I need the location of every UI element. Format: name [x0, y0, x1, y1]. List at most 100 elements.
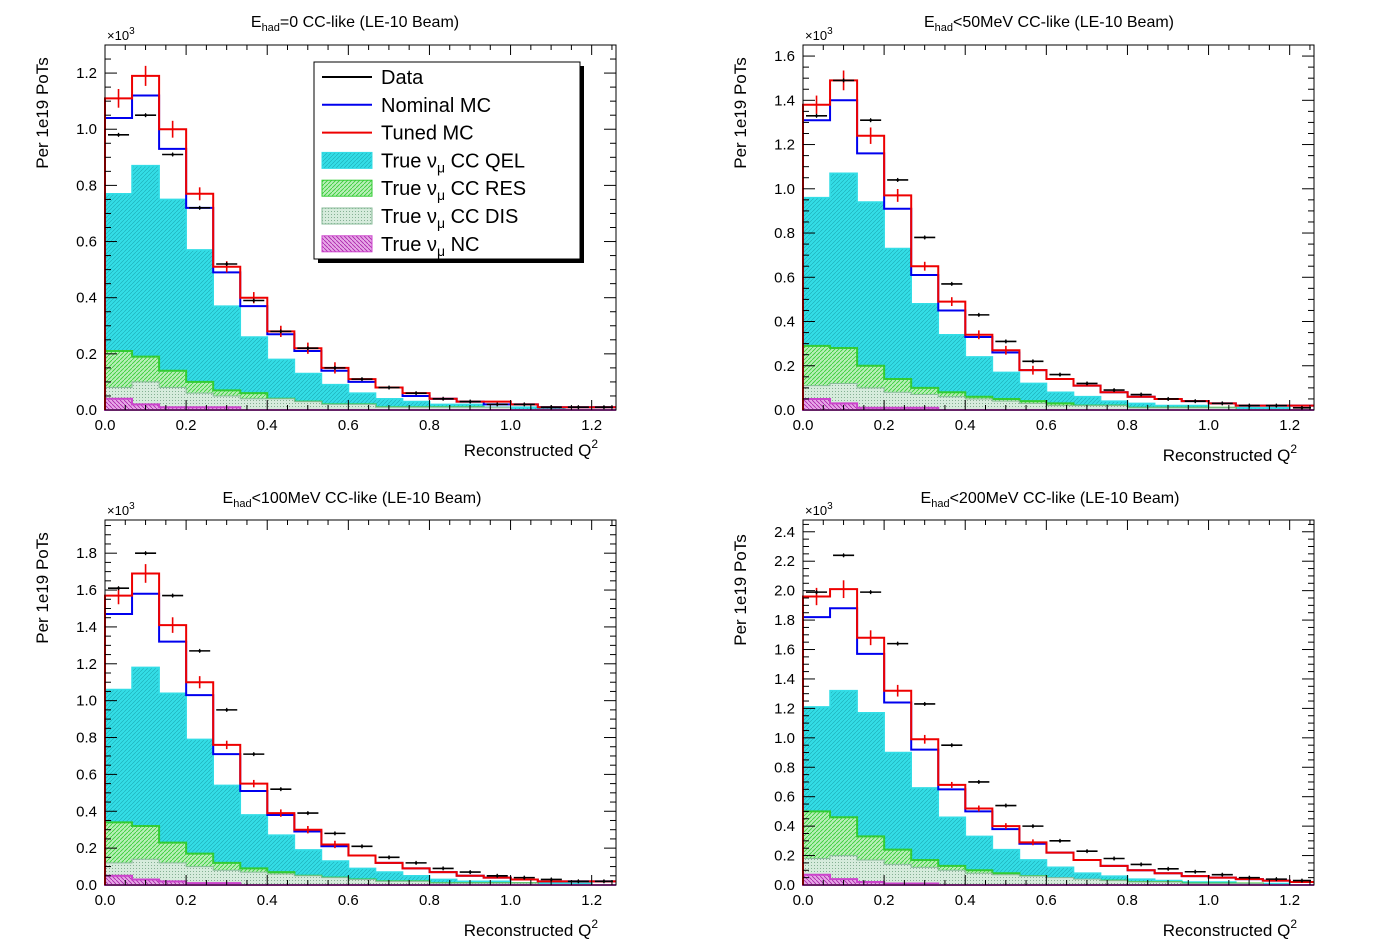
x-axis-label: Reconstructed Q2 — [1163, 917, 1298, 940]
y-tick-label: 1.8 — [76, 545, 97, 562]
data-point — [216, 262, 238, 266]
data-point — [108, 586, 130, 591]
x-tick-label: 0.0 — [793, 417, 814, 434]
data-point — [860, 118, 882, 123]
legend-swatch — [321, 207, 373, 225]
x-tick-label: 1.0 — [500, 417, 521, 434]
data-point — [1292, 878, 1311, 883]
x-tick-label: 0.6 — [338, 892, 359, 909]
y-tick-label: 0.6 — [774, 789, 795, 806]
data-point — [1211, 401, 1233, 406]
x-axis-label: Reconstructed Q2 — [464, 437, 599, 460]
data-point — [513, 875, 535, 880]
y-tick-label: 0.4 — [774, 818, 795, 835]
data-point — [1130, 392, 1152, 397]
series-dis-area — [802, 382, 1314, 411]
data-point — [1238, 875, 1260, 880]
x-tick-label: 0.4 — [257, 417, 278, 434]
data-point — [1103, 388, 1125, 393]
x-tick-label: 1.0 — [1198, 417, 1219, 434]
data-point — [1130, 862, 1152, 867]
data-point — [432, 396, 454, 401]
y-tick-label: 1.4 — [76, 619, 97, 636]
data-point — [1049, 372, 1071, 377]
y-tick-label: 2.0 — [774, 583, 795, 600]
legend-label: True νμ NC — [381, 234, 479, 259]
x-axis-label: Reconstructed Q2 — [464, 917, 599, 940]
series-dis-area — [802, 855, 1314, 886]
x-tick-label: 0.4 — [955, 417, 976, 434]
y-tick-label: 1.2 — [774, 137, 795, 154]
data-point — [486, 873, 508, 878]
data-point — [594, 879, 613, 884]
x-tick-label: 0.2 — [176, 417, 197, 434]
y-tick-label: 1.0 — [774, 181, 795, 198]
data-point — [1184, 399, 1206, 404]
plot-area: 0.0 0.2 0.4 0.6 0.8 1.0 1.2 0.0 0.2 0.4 0.6 0.8 1.0 1… — [774, 519, 1315, 909]
y-tick-label: 0.0 — [774, 402, 795, 419]
y-multiplier: ×103 — [107, 501, 135, 518]
series-qel-area — [104, 164, 616, 411]
x-tick-label: 1.2 — [581, 417, 602, 434]
y-tick-label: 1.0 — [76, 121, 97, 138]
x-tick-label: 0.4 — [955, 892, 976, 909]
x-tick-label: 0.6 — [338, 417, 359, 434]
series-dis-area — [104, 858, 616, 886]
data-point — [887, 177, 909, 182]
x-axis-label: Reconstructed Q2 — [1163, 442, 1298, 465]
y-tick-label: 0.8 — [774, 759, 795, 776]
y-tick-label: 0.4 — [76, 803, 97, 820]
data-point — [297, 346, 319, 351]
x-tick-label: 0.8 — [1117, 892, 1138, 909]
y-tick-label: 2.2 — [774, 553, 795, 570]
x-tick-label: 0.0 — [793, 892, 814, 909]
data-point — [1076, 849, 1098, 854]
y-multiplier: ×103 — [805, 26, 833, 43]
x-tick-label: 1.2 — [1279, 417, 1300, 434]
legend-entry: True νμ CC RES — [321, 178, 526, 203]
legend-label: Tuned MC — [381, 123, 474, 145]
y-tick-label: 1.2 — [774, 700, 795, 717]
data-point — [378, 385, 400, 390]
data-point — [1022, 824, 1044, 829]
data-point — [887, 641, 909, 646]
y-tick-label: 0.2 — [774, 358, 795, 375]
data-point — [459, 399, 481, 404]
y-tick-label: 0.2 — [774, 848, 795, 865]
y-multiplier: ×103 — [107, 26, 135, 43]
data-point — [189, 205, 211, 210]
data-point — [270, 329, 292, 334]
y-tick-label: 1.0 — [76, 693, 97, 710]
data-point — [995, 803, 1017, 808]
y-tick-label: 1.4 — [774, 671, 795, 688]
data-point — [459, 870, 481, 875]
x-tick-label: 0.6 — [1036, 417, 1057, 434]
x-tick-label: 0.6 — [1036, 892, 1057, 909]
x-tick-label: 0.0 — [95, 892, 116, 909]
data-point — [860, 590, 882, 595]
data-point — [833, 78, 855, 83]
data-point — [1211, 872, 1233, 877]
data-point — [324, 365, 346, 370]
y-tick-label: 0.6 — [76, 234, 97, 251]
y-multiplier: ×103 — [805, 501, 833, 518]
data-point — [108, 132, 130, 137]
panel-title: Ehad<50MeV CC-like (LE-10 Beam) — [924, 14, 1174, 34]
data-point — [405, 860, 427, 865]
data-point — [135, 113, 157, 118]
legend-entry: True νμ NC — [321, 234, 479, 259]
legend-entry: Tuned MC — [322, 123, 474, 145]
x-tick-label: 0.8 — [419, 417, 440, 434]
x-tick-label: 1.2 — [1279, 892, 1300, 909]
x-tick-label: 0.2 — [874, 892, 895, 909]
plot-frame — [104, 519, 617, 886]
y-tick-label: 1.4 — [774, 92, 795, 109]
y-tick-label: 0.8 — [76, 177, 97, 194]
legend-swatch — [321, 235, 373, 253]
y-tick-label: 0.4 — [76, 290, 97, 307]
legend-label: True νμ CC RES — [381, 178, 526, 203]
data-point — [833, 553, 855, 558]
x-tick-label: 0.8 — [419, 892, 440, 909]
data-point — [351, 377, 373, 382]
legend-label: Nominal MC — [381, 95, 491, 117]
